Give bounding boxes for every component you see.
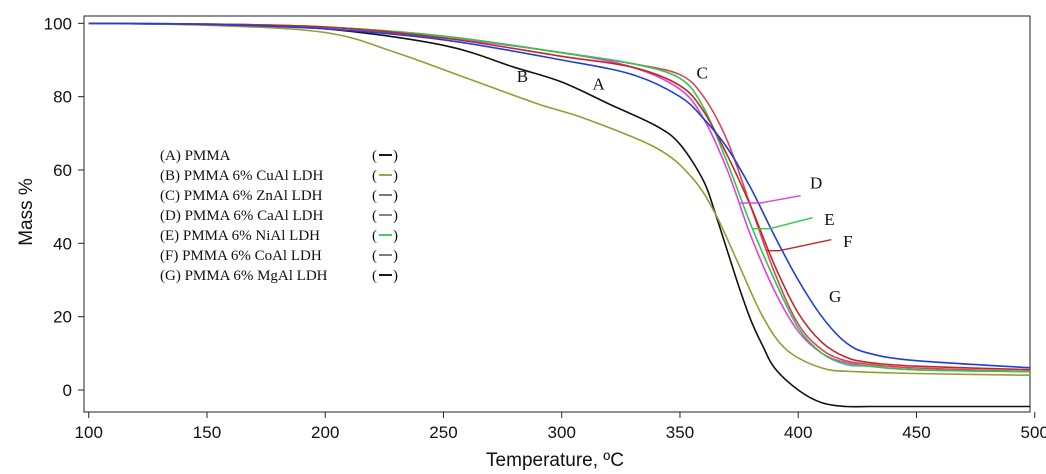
legend-entry: (F) PMMA 6% CoAl LDH	[160, 248, 322, 264]
legend-marker-open: (	[372, 228, 377, 244]
legend-entry: (E) PMMA 6% NiAl LDH	[160, 228, 320, 244]
legend-marker-close: )	[393, 148, 398, 164]
curve-label-A: A	[592, 74, 605, 93]
legend-marker-close: )	[393, 228, 398, 244]
legend-marker-open: (	[372, 188, 377, 204]
legend-entry: (G) PMMA 6% MgAl LDH	[160, 268, 328, 284]
legend-marker-open: (	[372, 208, 377, 224]
plot-frame	[83, 15, 1031, 413]
curve-label-C: C	[697, 63, 708, 82]
legend-marker-open: (	[372, 268, 377, 284]
x-axis-title: Temperature, ºC	[486, 450, 624, 471]
x-tick-label: 100	[75, 423, 103, 442]
legend-entry: (D) PMMA 6% CaAl LDH	[160, 208, 323, 224]
y-tick-label: 40	[53, 234, 72, 253]
y-axis-title: Mass %	[16, 178, 37, 246]
series-G-line	[88, 22, 1030, 369]
legend-marker-close: )	[393, 248, 398, 264]
curve-label-F: F	[843, 232, 852, 251]
plot-border	[83, 15, 1031, 413]
legend-marker-close: )	[393, 268, 398, 284]
curve-label-E: E	[824, 210, 834, 229]
y-tick-label: 20	[53, 308, 72, 327]
x-tick-label: 350	[666, 423, 694, 442]
y-tick-label: 0	[63, 381, 72, 400]
curve-label-D: D	[810, 173, 822, 192]
x-tick-label: 250	[429, 423, 457, 442]
leader-E	[752, 217, 813, 230]
x-tick-label: 300	[548, 423, 576, 442]
legend-marker-close: )	[393, 208, 398, 224]
x-tick-label: 400	[784, 423, 812, 442]
leader-F	[766, 239, 832, 252]
curve-labels: B A C DEF G	[517, 63, 853, 306]
legend-entry: (B) PMMA 6% CuAl LDH	[160, 168, 324, 184]
legend: (A) PMMA () (B) PMMA 6% CuAl LDH () (C) PMMA…	[160, 148, 398, 284]
y-tick-label: 60	[53, 161, 72, 180]
legend-marker-open: (	[372, 168, 377, 184]
curve-label-B: B	[517, 67, 528, 86]
label-leaders	[740, 195, 832, 252]
leader-D	[740, 195, 801, 204]
series-curves	[88, 22, 1030, 408]
curve-label-G: G	[829, 287, 841, 306]
y-tick-label: 80	[53, 88, 72, 107]
series-B-line	[88, 22, 1030, 377]
legend-marker-open: (	[372, 148, 377, 164]
y-tick-label: 100	[44, 14, 72, 33]
legend-marker-close: )	[393, 188, 398, 204]
legend-entry: (A) PMMA	[160, 148, 231, 164]
legend-marker-close: )	[393, 168, 398, 184]
x-tick-label: 150	[193, 423, 221, 442]
axis-ticks: 100 150 200 250 300 350 400 450 500 0 20 40 60 80 100	[44, 14, 1046, 442]
legend-entry: (C) PMMA 6% ZnAl LDH	[160, 188, 323, 204]
x-tick-label: 450	[902, 423, 930, 442]
x-tick-label: 200	[311, 423, 339, 442]
legend-marker-open: (	[372, 248, 377, 264]
x-tick-label: 500	[1021, 423, 1046, 442]
